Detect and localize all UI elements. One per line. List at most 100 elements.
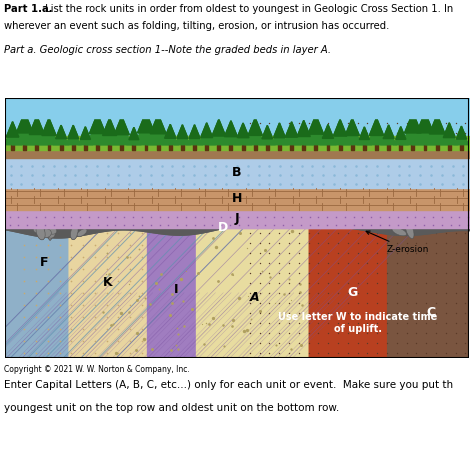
Polygon shape [164, 124, 176, 138]
Ellipse shape [77, 229, 87, 236]
Polygon shape [248, 118, 262, 136]
Polygon shape [29, 116, 45, 135]
Ellipse shape [77, 229, 87, 236]
Polygon shape [198, 131, 216, 145]
Polygon shape [345, 118, 359, 136]
Polygon shape [6, 122, 19, 137]
Polygon shape [78, 134, 93, 145]
Polygon shape [221, 130, 241, 145]
Polygon shape [209, 128, 229, 145]
Polygon shape [380, 132, 397, 145]
Polygon shape [405, 113, 421, 133]
Ellipse shape [33, 226, 45, 234]
Polygon shape [186, 132, 203, 145]
Ellipse shape [71, 225, 78, 240]
Polygon shape [19, 229, 147, 358]
Polygon shape [405, 113, 421, 133]
Text: Part 1.a.: Part 1.a. [4, 4, 53, 14]
Polygon shape [221, 130, 241, 145]
Polygon shape [114, 116, 129, 135]
Polygon shape [342, 128, 363, 145]
Polygon shape [85, 125, 109, 145]
Polygon shape [174, 132, 191, 145]
Polygon shape [29, 116, 45, 135]
Text: Copyright © 2021 W. W. Norton & Company, Inc.: Copyright © 2021 W. W. Norton & Company,… [4, 365, 190, 374]
Polygon shape [345, 118, 359, 136]
Polygon shape [42, 118, 56, 136]
Polygon shape [262, 125, 273, 139]
Polygon shape [0, 229, 68, 358]
Text: Z-erosion: Z-erosion [366, 231, 429, 254]
Polygon shape [114, 116, 129, 135]
Polygon shape [369, 118, 383, 136]
Polygon shape [359, 127, 369, 140]
Polygon shape [426, 125, 449, 145]
Polygon shape [271, 131, 288, 145]
Ellipse shape [71, 225, 78, 240]
Polygon shape [237, 123, 249, 138]
Polygon shape [357, 134, 372, 145]
Polygon shape [426, 125, 449, 145]
Polygon shape [85, 125, 109, 145]
Polygon shape [359, 127, 369, 140]
Polygon shape [366, 127, 387, 145]
Polygon shape [42, 118, 56, 136]
Polygon shape [177, 125, 188, 138]
Polygon shape [271, 131, 288, 145]
Polygon shape [99, 128, 120, 145]
Polygon shape [146, 125, 170, 145]
Polygon shape [259, 133, 275, 145]
Ellipse shape [47, 227, 57, 234]
Polygon shape [186, 132, 203, 145]
Text: C: C [427, 306, 436, 319]
Polygon shape [38, 128, 60, 145]
Polygon shape [412, 124, 438, 145]
Polygon shape [393, 134, 409, 145]
Ellipse shape [47, 223, 52, 240]
Ellipse shape [47, 227, 57, 234]
Polygon shape [146, 125, 170, 145]
Polygon shape [78, 134, 93, 145]
Polygon shape [55, 125, 66, 139]
Text: List the rock units in order from oldest to youngest in Geologic Cross Section 1: List the rock units in order from oldest… [42, 4, 453, 14]
Polygon shape [297, 120, 310, 136]
Ellipse shape [392, 228, 407, 236]
Polygon shape [65, 132, 82, 145]
Polygon shape [164, 124, 176, 138]
Polygon shape [456, 126, 467, 139]
Text: K: K [103, 276, 112, 289]
Polygon shape [90, 114, 106, 134]
Polygon shape [68, 125, 79, 139]
Polygon shape [198, 131, 216, 145]
Polygon shape [429, 115, 445, 134]
Polygon shape [65, 132, 82, 145]
Ellipse shape [33, 226, 45, 234]
Polygon shape [150, 114, 166, 134]
Polygon shape [259, 133, 275, 145]
Polygon shape [342, 128, 363, 145]
Polygon shape [3, 130, 22, 145]
Polygon shape [240, 223, 474, 358]
Polygon shape [333, 120, 347, 136]
Polygon shape [174, 132, 191, 145]
Polygon shape [110, 126, 133, 145]
Polygon shape [248, 118, 262, 136]
Polygon shape [162, 132, 179, 145]
Polygon shape [150, 114, 166, 134]
Polygon shape [366, 127, 387, 145]
Polygon shape [294, 129, 313, 145]
Polygon shape [237, 123, 249, 138]
Polygon shape [417, 112, 433, 133]
Polygon shape [225, 121, 237, 136]
Polygon shape [127, 134, 141, 145]
Polygon shape [308, 115, 324, 134]
Polygon shape [396, 127, 406, 139]
Polygon shape [285, 122, 298, 137]
Text: Part a. Geologic cross section 1--Note the graded beds in layer A.: Part a. Geologic cross section 1--Note t… [4, 45, 331, 55]
Polygon shape [6, 122, 19, 137]
Polygon shape [68, 125, 79, 139]
Text: H: H [232, 192, 242, 205]
Polygon shape [412, 124, 438, 145]
Text: D: D [218, 221, 228, 234]
Text: youngest unit on the top row and oldest unit on the bottom row.: youngest unit on the top row and oldest … [4, 403, 339, 413]
